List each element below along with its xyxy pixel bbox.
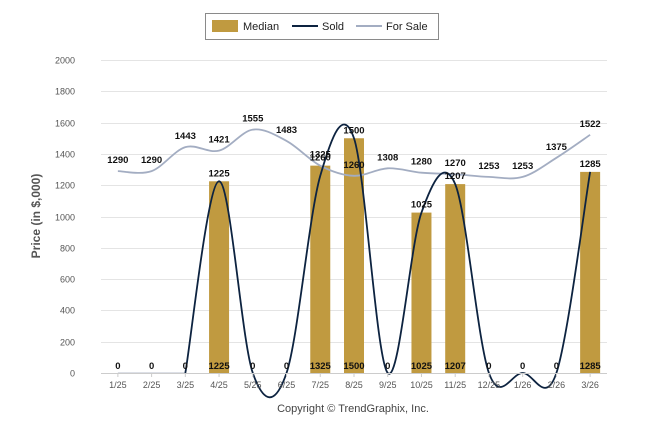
median-value-label-2/26: 0 xyxy=(554,361,559,372)
x-tick-label-11/25: 11/25 xyxy=(444,380,466,390)
median-bar-3/26 xyxy=(580,171,601,373)
x-tick-label-9/25: 9/25 xyxy=(379,380,397,390)
for-sale-value-label-2/25: 1290 xyxy=(141,155,162,166)
median-value-label-1/25: 0 xyxy=(115,361,120,372)
sold-value-label-8/25: 1500 xyxy=(343,125,364,136)
legend-label-median: Median xyxy=(243,21,279,33)
y-tick-label-1600: 1600 xyxy=(55,119,75,129)
median-value-label-10/25: 1025 xyxy=(411,361,433,372)
copyright-footer: Copyright © TrendGraphix, Inc. xyxy=(277,403,429,415)
legend-label-sold: Sold xyxy=(322,21,344,33)
median-value-label-12/25: 0 xyxy=(486,361,491,372)
for-sale-value-label-1/25: 1290 xyxy=(107,155,128,166)
median-value-label-8/25: 1500 xyxy=(343,361,364,372)
for-sale-value-label-10/25: 1280 xyxy=(411,157,432,168)
median-bar-10/25 xyxy=(411,212,432,373)
for-sale-value-label-12/25: 1253 xyxy=(478,161,499,172)
x-tick-label-3/26: 3/26 xyxy=(581,380,599,390)
for-sale-value-label-3/25: 1443 xyxy=(175,131,196,142)
sold-value-label-3/26: 1285 xyxy=(580,159,602,170)
axes: 0 200 400 600 800 1000 1200 1400 1600 1800 2000 1/2… xyxy=(55,56,607,390)
y-tick-label-1800: 1800 xyxy=(55,87,75,97)
for-sale-value-label-1/26: 1253 xyxy=(512,161,533,172)
y-tick-label-1200: 1200 xyxy=(55,181,75,191)
for-sale-value-label-2/26: 1375 xyxy=(546,142,568,153)
median-bars xyxy=(209,138,601,373)
y-tick-label-600: 600 xyxy=(60,275,75,285)
y-tick-label-0: 0 xyxy=(70,369,75,379)
x-tick-label-2/25: 2/25 xyxy=(143,380,161,390)
median-value-label-2/25: 0 xyxy=(149,361,154,372)
sold-value-label-11/25: 1207 xyxy=(445,171,466,182)
median-value-label-11/25: 1207 xyxy=(445,361,466,372)
for-sale-value-label-9/25: 1308 xyxy=(377,152,398,163)
y-tick-label-1400: 1400 xyxy=(55,150,75,160)
median-bar-4/25 xyxy=(209,181,230,373)
sold-value-label-10/25: 1025 xyxy=(411,200,433,211)
median-value-label-5/25: 0 xyxy=(250,361,255,372)
x-tick-label-2/26: 2/26 xyxy=(548,380,566,390)
for-sale-value-label-4/25: 1421 xyxy=(208,135,230,146)
x-tick-label-8/25: 8/25 xyxy=(345,380,363,390)
x-tick-label-7/25: 7/25 xyxy=(312,380,330,390)
median-value-label-4/25: 1225 xyxy=(208,361,230,372)
for-sale-value-label-11/25: 1270 xyxy=(445,158,466,169)
legend-swatch-median xyxy=(212,20,238,32)
y-tick-label-1000: 1000 xyxy=(55,213,75,223)
sold-value-label-7/25: 1260 xyxy=(310,153,331,164)
for-sale-line xyxy=(117,128,591,180)
x-tick-label-1/25: 1/25 xyxy=(109,380,127,390)
for-sale-value-label-3/26: 1522 xyxy=(580,119,601,130)
y-tick-label-800: 800 xyxy=(60,244,75,254)
x-tick-label-4/25: 4/25 xyxy=(210,380,228,390)
x-tick-label-5/25: 5/25 xyxy=(244,380,262,390)
x-tick-label-3/25: 3/25 xyxy=(177,380,195,390)
x-tick-label-1/26: 1/26 xyxy=(514,380,532,390)
y-tick-label-400: 400 xyxy=(60,306,75,316)
y-tick-label-2000: 2000 xyxy=(55,56,75,66)
x-tick-label-10/25: 10/25 xyxy=(410,380,433,390)
for-sale-value-label-5/25: 1555 xyxy=(242,114,264,125)
median-value-label-3/25: 0 xyxy=(183,361,188,372)
sold-value-label-4/25: 1225 xyxy=(208,168,230,179)
for-sale-value-label-6/25: 1483 xyxy=(276,125,297,136)
x-tick-label-6/25: 6/25 xyxy=(278,380,296,390)
median-value-label-3/26: 1285 xyxy=(580,361,602,372)
median-value-label-1/26: 0 xyxy=(520,361,525,372)
median-bar-11/25 xyxy=(445,184,466,373)
y-tick-label-200: 200 xyxy=(60,338,75,348)
for-sale-value-label-8/25: 1260 xyxy=(343,160,364,171)
for-sale-value-label-7/25: 1325 xyxy=(310,150,332,161)
median-bar-7/25 xyxy=(310,165,331,373)
median-value-label-7/25: 1325 xyxy=(310,361,332,372)
median-bar-8/25 xyxy=(344,138,364,373)
x-tick-label-12/25: 12/25 xyxy=(478,380,501,390)
median-value-label-9/25: 0 xyxy=(385,361,390,372)
legend-box xyxy=(205,13,439,40)
legend-label-for-sale: For Sale xyxy=(386,21,428,33)
median-value-label-6/25: 0 xyxy=(284,361,289,372)
y-axis-label: Price (in $,000) xyxy=(29,174,43,259)
